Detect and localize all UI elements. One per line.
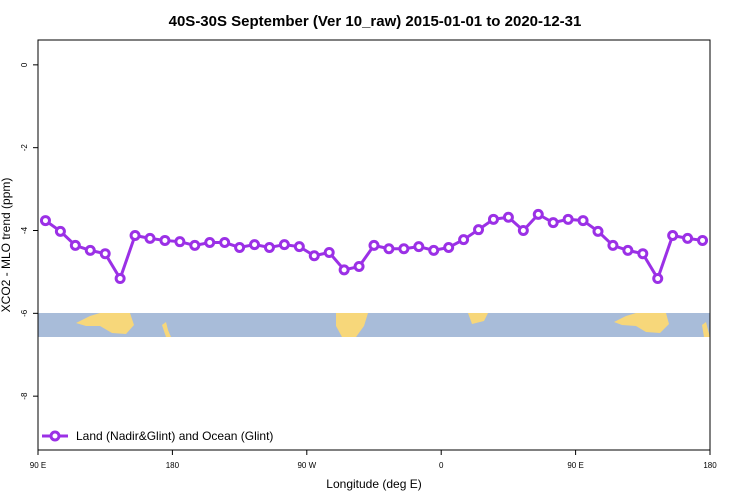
data-point [547, 217, 559, 229]
x-tick-label: 180 [166, 461, 180, 470]
data-point [204, 237, 216, 249]
data-point [502, 211, 514, 223]
legend: Land (Nadir&Glint) and Ocean (Glint) [42, 429, 273, 443]
x-tick-label: 0 [439, 461, 444, 470]
data-point [219, 237, 231, 249]
data-point [323, 246, 335, 258]
data-point [637, 248, 649, 260]
data-point [517, 225, 529, 237]
data-point [667, 229, 679, 241]
data-point [383, 243, 395, 255]
x-axis-label: Longitude (deg E) [326, 477, 421, 491]
y-tick-label: -4 [20, 226, 29, 234]
plot-frame [37, 39, 711, 451]
data-point [473, 224, 485, 236]
data-point [54, 225, 66, 237]
data-point [487, 213, 499, 225]
data-point [682, 232, 694, 244]
legend-label: Land (Nadir&Glint) and Ocean (Glint) [76, 429, 273, 443]
data-point [428, 244, 440, 256]
data-point [443, 241, 455, 253]
map-strip [38, 313, 710, 337]
data-point [263, 241, 275, 253]
data-point [607, 239, 619, 251]
x-tick-label: 90 E [30, 461, 46, 470]
data-point [189, 239, 201, 251]
data-point [293, 241, 305, 253]
data-point [39, 215, 51, 227]
x-tick-label: 180 [703, 461, 717, 470]
data-point [99, 248, 111, 260]
legend-marker [49, 430, 61, 442]
data-point [413, 241, 425, 253]
data-point [159, 234, 171, 246]
data-point [697, 234, 709, 246]
data-point [249, 239, 261, 251]
data-point [577, 215, 589, 227]
data-point [622, 244, 634, 256]
data-point [114, 273, 126, 285]
x-tick-label: 90 E [567, 461, 583, 470]
chart-title: 40S-30S September (Ver 10_raw) 2015-01-0… [169, 13, 582, 30]
data-point [398, 243, 410, 255]
data-point [353, 261, 365, 273]
data-point [144, 232, 156, 244]
y-tick-label: -6 [20, 309, 29, 317]
data-point [592, 225, 604, 237]
data-point [234, 241, 246, 253]
data-point [174, 236, 186, 248]
y-tick-label: 0 [20, 62, 29, 67]
data-point [69, 239, 81, 251]
data-point [129, 229, 141, 241]
y-axis-label: XCO2 - MLO trend (ppm) [0, 178, 13, 313]
data-point [458, 234, 470, 246]
data-point [338, 264, 350, 276]
data-point [308, 250, 320, 262]
data-point [562, 213, 574, 225]
y-tick-label: -8 [20, 392, 29, 400]
data-point [84, 244, 96, 256]
data-point [278, 239, 290, 251]
x-tick-label: 90 W [297, 461, 316, 470]
data-point [652, 273, 664, 285]
data-point [368, 239, 380, 251]
y-tick-label: -2 [20, 144, 29, 152]
data-point [532, 208, 544, 220]
